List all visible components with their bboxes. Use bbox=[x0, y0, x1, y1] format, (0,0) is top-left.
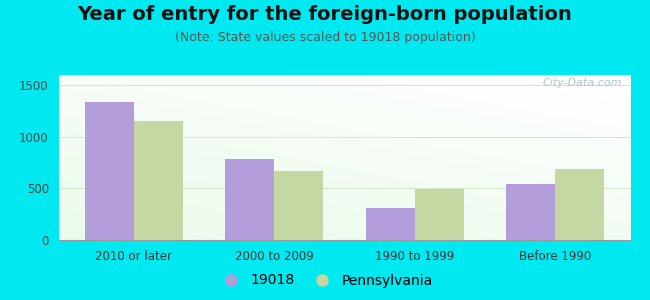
Bar bbox=[506, 184, 555, 240]
Legend: 19018, Pennsylvania: 19018, Pennsylvania bbox=[211, 268, 439, 293]
Bar bbox=[84, 102, 134, 240]
Bar bbox=[365, 208, 415, 240]
Bar bbox=[274, 171, 324, 240]
Bar bbox=[225, 158, 274, 240]
Bar bbox=[555, 169, 605, 240]
Text: City-Data.com: City-Data.com bbox=[542, 78, 622, 88]
Bar bbox=[134, 122, 183, 240]
Bar bbox=[415, 190, 464, 240]
Text: Year of entry for the foreign-born population: Year of entry for the foreign-born popul… bbox=[77, 4, 573, 23]
Text: (Note: State values scaled to 19018 population): (Note: State values scaled to 19018 popu… bbox=[175, 32, 475, 44]
